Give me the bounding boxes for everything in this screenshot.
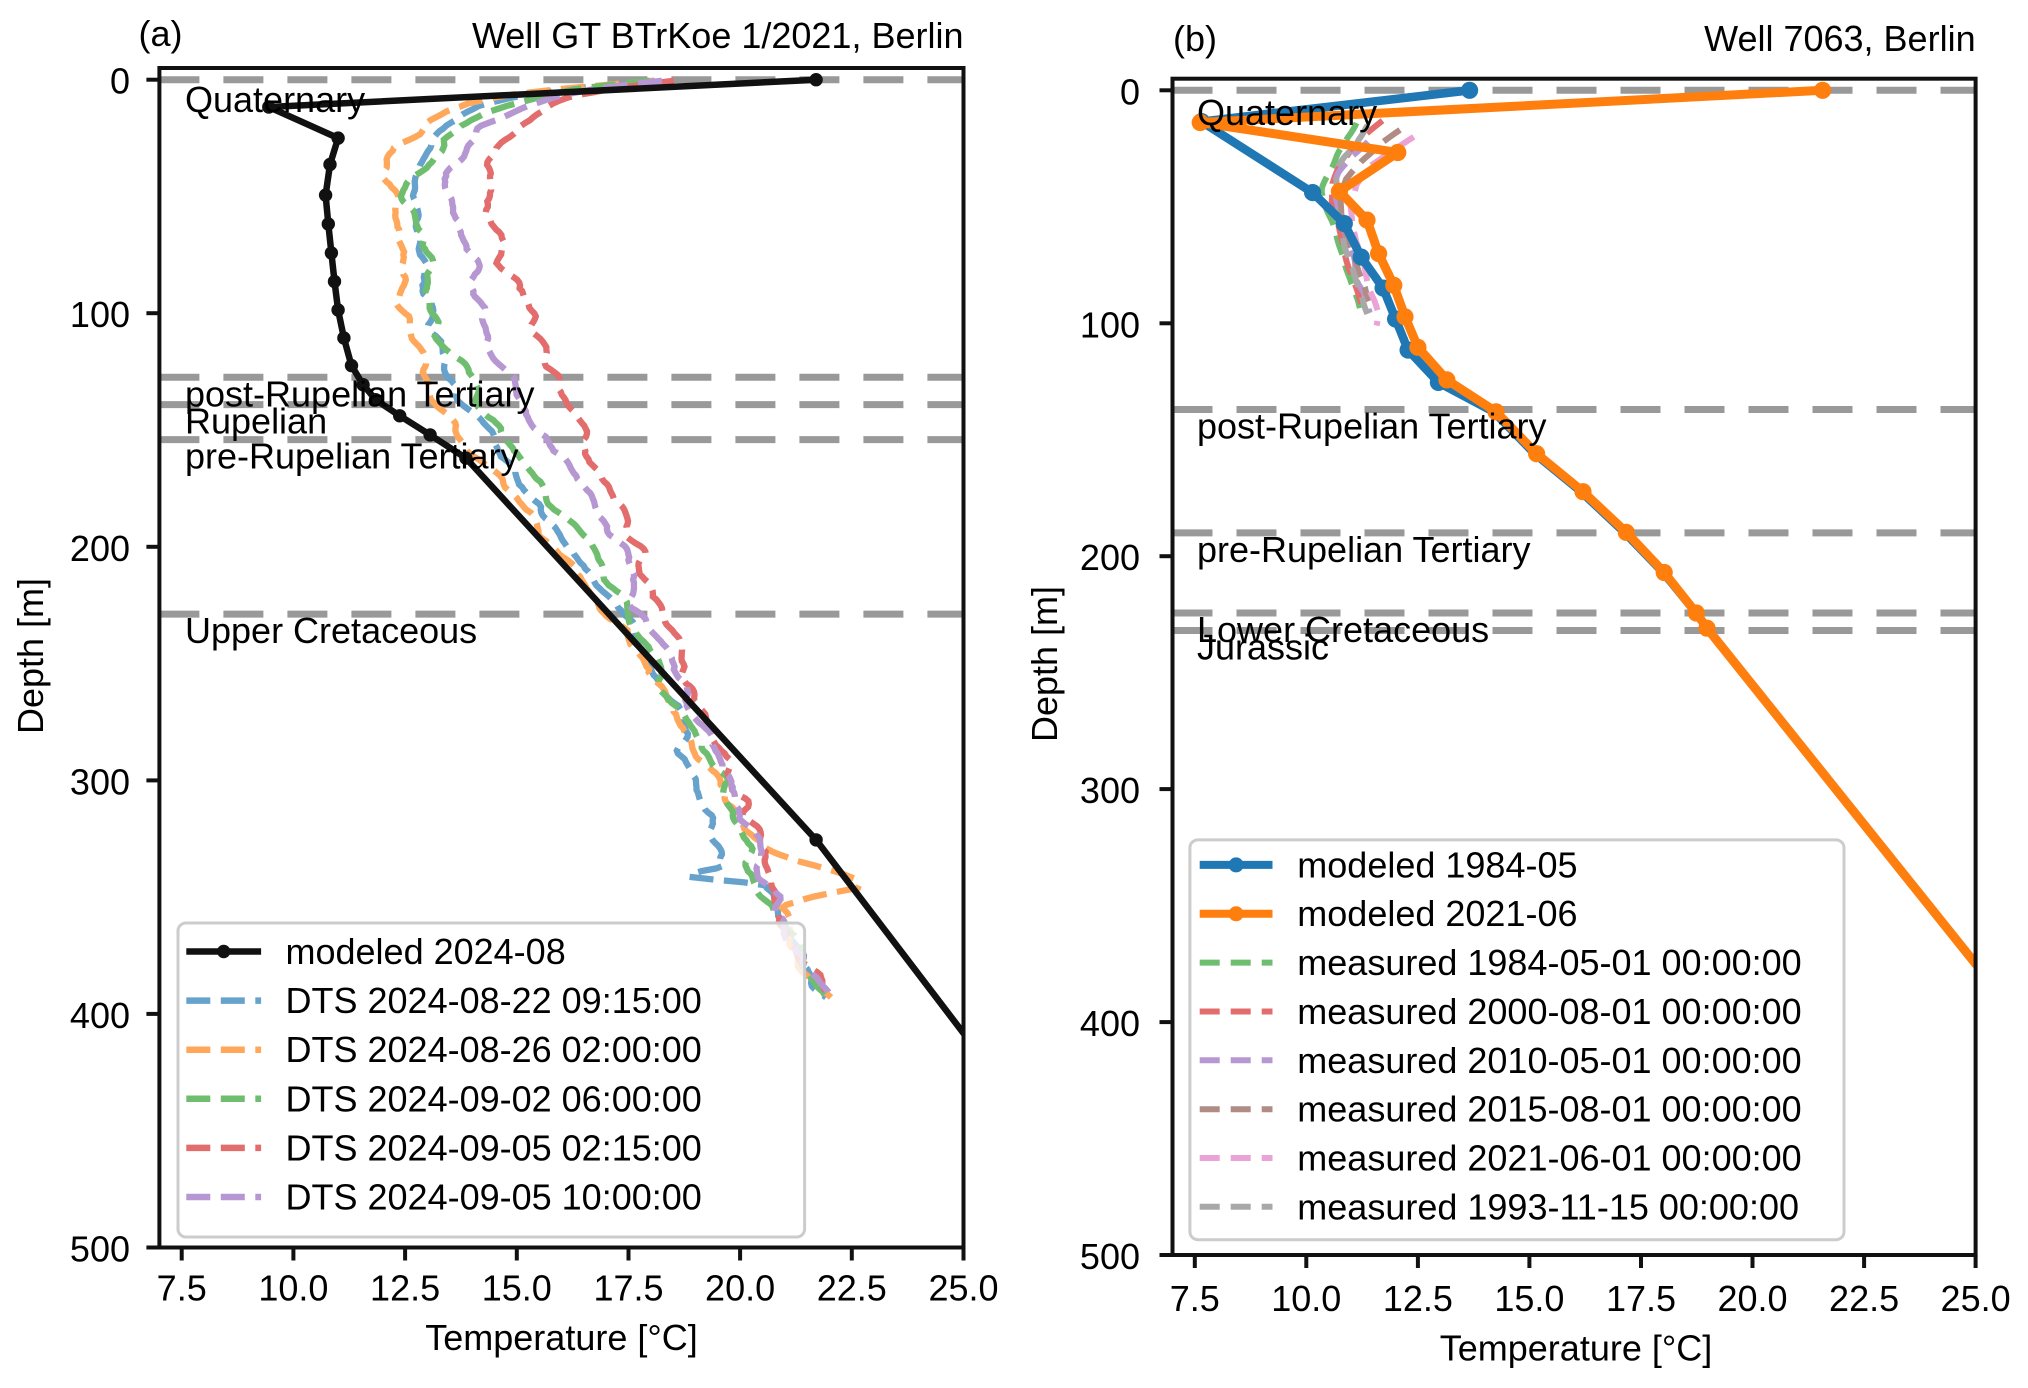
svg-text:Well GT BTrKoe 1/2021, Berlin: Well GT BTrKoe 1/2021, Berlin bbox=[472, 15, 964, 56]
svg-text:pre-Rupelian Tertiary: pre-Rupelian Tertiary bbox=[185, 436, 519, 477]
svg-text:Upper Cretaceous: Upper Cretaceous bbox=[185, 610, 477, 651]
svg-text:DTS 2024-08-22 09:15:00: DTS 2024-08-22 09:15:00 bbox=[286, 980, 702, 1021]
svg-text:20.0: 20.0 bbox=[1717, 1278, 1787, 1319]
svg-text:400: 400 bbox=[1080, 1003, 1140, 1044]
svg-text:modeled 2024-08: modeled 2024-08 bbox=[286, 931, 566, 972]
svg-text:DTS 2024-09-05 10:00:00: DTS 2024-09-05 10:00:00 bbox=[286, 1177, 702, 1218]
svg-text:15.0: 15.0 bbox=[1494, 1278, 1564, 1319]
svg-text:measured 2000-08-01 00:00:00: measured 2000-08-01 00:00:00 bbox=[1297, 991, 1801, 1032]
svg-text:(b): (b) bbox=[1173, 18, 1217, 59]
svg-text:100: 100 bbox=[70, 294, 130, 335]
svg-text:20.0: 20.0 bbox=[705, 1268, 775, 1309]
svg-text:post-Rupelian Tertiary: post-Rupelian Tertiary bbox=[1197, 406, 1547, 447]
svg-text:Quaternary: Quaternary bbox=[1197, 92, 1377, 133]
svg-text:measured 2015-08-01 00:00:00: measured 2015-08-01 00:00:00 bbox=[1297, 1089, 1801, 1130]
svg-text:post-Rupelian Tertiary: post-Rupelian Tertiary bbox=[185, 374, 535, 415]
svg-text:12.5: 12.5 bbox=[1383, 1278, 1453, 1319]
svg-text:Temperature [°C]: Temperature [°C] bbox=[1440, 1328, 1713, 1369]
svg-text:measured 2021-06-01 00:00:00: measured 2021-06-01 00:00:00 bbox=[1297, 1138, 1801, 1179]
svg-text:Rupelian: Rupelian bbox=[185, 401, 327, 442]
svg-text:modeled 1984-05: modeled 1984-05 bbox=[1297, 844, 1577, 885]
svg-text:17.5: 17.5 bbox=[593, 1268, 663, 1309]
svg-text:7.5: 7.5 bbox=[157, 1268, 207, 1309]
svg-text:Jurassic: Jurassic bbox=[1197, 627, 1329, 668]
svg-text:modeled 2021-06: modeled 2021-06 bbox=[1297, 893, 1577, 934]
svg-text:Quaternary: Quaternary bbox=[185, 79, 365, 120]
svg-text:200: 200 bbox=[70, 528, 130, 569]
svg-text:7.5: 7.5 bbox=[1170, 1278, 1220, 1319]
svg-text:25.0: 25.0 bbox=[1941, 1278, 2011, 1319]
svg-text:400: 400 bbox=[70, 995, 130, 1036]
svg-text:(a): (a) bbox=[139, 13, 183, 54]
svg-text:Depth [m]: Depth [m] bbox=[10, 578, 51, 734]
svg-text:measured 1984-05-01 00:00:00: measured 1984-05-01 00:00:00 bbox=[1297, 942, 1801, 983]
svg-text:22.5: 22.5 bbox=[1829, 1278, 1899, 1319]
svg-text:measured 1993-11-15 00:00:00: measured 1993-11-15 00:00:00 bbox=[1297, 1186, 1799, 1227]
svg-text:Lower Cretaceous: Lower Cretaceous bbox=[1197, 609, 1489, 650]
svg-text:25.0: 25.0 bbox=[928, 1268, 998, 1309]
svg-text:500: 500 bbox=[1080, 1236, 1140, 1277]
svg-text:10.0: 10.0 bbox=[258, 1268, 328, 1309]
svg-text:12.5: 12.5 bbox=[370, 1268, 440, 1309]
svg-text:300: 300 bbox=[70, 761, 130, 802]
svg-text:0: 0 bbox=[110, 61, 130, 102]
svg-text:22.5: 22.5 bbox=[817, 1268, 887, 1309]
svg-text:measured 2010-05-01 00:00:00: measured 2010-05-01 00:00:00 bbox=[1297, 1040, 1801, 1081]
svg-text:10.0: 10.0 bbox=[1271, 1278, 1341, 1319]
svg-text:500: 500 bbox=[70, 1229, 130, 1270]
svg-text:DTS 2024-08-26 02:00:00: DTS 2024-08-26 02:00:00 bbox=[286, 1029, 702, 1070]
svg-text:300: 300 bbox=[1080, 770, 1140, 811]
svg-text:Well 7063, Berlin: Well 7063, Berlin bbox=[1704, 18, 1975, 59]
svg-text:100: 100 bbox=[1080, 304, 1140, 345]
svg-text:Depth [m]: Depth [m] bbox=[1024, 586, 1065, 742]
svg-text:17.5: 17.5 bbox=[1606, 1278, 1676, 1319]
svg-text:DTS 2024-09-05 02:15:00: DTS 2024-09-05 02:15:00 bbox=[286, 1127, 702, 1168]
svg-text:200: 200 bbox=[1080, 537, 1140, 578]
svg-text:15.0: 15.0 bbox=[482, 1268, 552, 1309]
svg-text:0: 0 bbox=[1120, 71, 1140, 112]
svg-text:Temperature [°C]: Temperature [°C] bbox=[425, 1317, 698, 1358]
svg-text:DTS 2024-09-02 06:00:00: DTS 2024-09-02 06:00:00 bbox=[286, 1078, 702, 1119]
svg-text:pre-Rupelian Tertiary: pre-Rupelian Tertiary bbox=[1197, 529, 1531, 570]
